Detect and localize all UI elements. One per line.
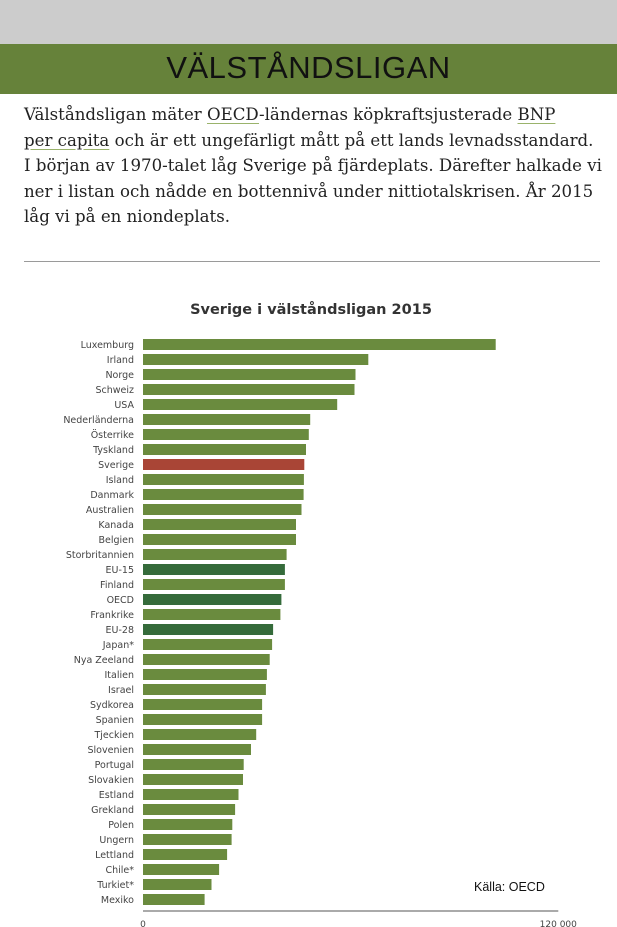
bar-estland — [143, 789, 239, 800]
category-label: Grekland — [91, 805, 134, 816]
top-gray-bar — [0, 0, 617, 44]
bar-danmark — [143, 489, 304, 500]
bar-tyskland — [143, 444, 306, 455]
category-label: Portugal — [95, 760, 134, 771]
bar-irland — [143, 354, 369, 365]
page-title: VÄLSTÅNDSLIGAN — [0, 44, 617, 94]
category-label: Norge — [105, 370, 134, 381]
category-label: Island — [106, 475, 134, 486]
bar-oecd — [143, 594, 282, 605]
divider — [24, 261, 600, 262]
bar-group: Luxemburg Irland Norge Schweiz USA Nederlände… — [63, 339, 496, 906]
category-label: Chile* — [105, 865, 134, 876]
bar-sydkorea — [143, 699, 263, 710]
bnp-link[interactable]: BNP — [517, 105, 556, 124]
category-label: Belgien — [98, 535, 134, 546]
category-label: Sydkorea — [90, 700, 134, 711]
source-note: Källa: OECD — [474, 880, 545, 894]
category-label: Mexiko — [101, 895, 134, 906]
bar-nederländerna — [143, 414, 311, 425]
bar-australien — [143, 504, 302, 515]
intro-text: Välståndsligan mäter OECD-ländernas köpk… — [24, 102, 602, 230]
oecd-link[interactable]: OECD — [206, 105, 260, 124]
intro-text-part: Välståndsligan mäter — [24, 105, 207, 124]
category-label: Danmark — [90, 490, 134, 501]
bar-storbritannien — [143, 549, 287, 560]
category-label: Turkiet* — [96, 880, 134, 891]
category-label: Australien — [86, 505, 134, 516]
category-label: Estland — [99, 790, 134, 801]
bar-portugal — [143, 759, 244, 770]
x-axis-ticks: 0 120 000 — [140, 920, 577, 927]
per-capita-link[interactable]: per capita — [24, 130, 110, 150]
category-label: EU-28 — [106, 625, 134, 636]
bar-luxemburg — [143, 339, 496, 350]
category-label: Frankrike — [90, 610, 134, 621]
bar-usa — [143, 399, 338, 410]
bar-turkiet- — [143, 879, 212, 890]
bar-spanien — [143, 714, 263, 725]
bar-israel — [143, 684, 266, 695]
category-label: Polen — [108, 820, 134, 831]
bar-polen — [143, 819, 233, 830]
category-label: Storbritannien — [66, 550, 134, 561]
chart-title: Sverige i välståndsligan 2015 — [190, 301, 432, 318]
category-label: Tyskland — [92, 445, 134, 456]
x-tick-label: 0 — [140, 920, 146, 927]
bar-island — [143, 474, 304, 485]
intro-text-part: -ländernas köpkraftsjusterade — [259, 105, 518, 124]
bar-schweiz — [143, 384, 355, 395]
x-tick-label: 120 000 — [540, 920, 577, 927]
bar-finland — [143, 579, 285, 590]
bar-slovenien — [143, 744, 251, 755]
category-label: Nederländerna — [63, 415, 134, 426]
category-label: Ungern — [99, 835, 134, 846]
bar-mexiko — [143, 894, 205, 905]
bar-tjeckien — [143, 729, 257, 740]
category-label: Österrike — [91, 430, 134, 441]
category-label: Nya Zeeland — [74, 655, 134, 666]
bar-belgien — [143, 534, 296, 545]
category-label: Sverige — [98, 460, 134, 471]
category-label: USA — [114, 400, 134, 411]
bar-japan- — [143, 639, 273, 650]
bar-kanada — [143, 519, 296, 530]
category-label: Slovakien — [88, 775, 134, 786]
intro-text-part: och är ett ungefärligt mått på ett lands… — [109, 130, 594, 150]
bar-sverige — [143, 459, 305, 470]
bar-chile- — [143, 864, 220, 875]
category-label: OECD — [107, 595, 134, 606]
bar-frankrike — [143, 609, 281, 620]
category-label: Japan* — [102, 640, 134, 651]
bar-eu-15 — [143, 564, 285, 575]
category-label: Spanien — [96, 715, 134, 726]
category-label: Schweiz — [95, 385, 134, 396]
category-label: Finland — [100, 580, 134, 591]
bar-lettland — [143, 849, 228, 860]
category-label: Tjeckien — [93, 730, 134, 741]
bar-österrike — [143, 429, 309, 440]
category-label: Lettland — [95, 850, 134, 861]
bar-norge — [143, 369, 356, 380]
bar-slovakien — [143, 774, 243, 785]
intro-text-part: I början av 1970-talet låg Sverige på fj… — [24, 156, 602, 227]
bar-eu-28 — [143, 624, 274, 635]
bar-grekland — [143, 804, 236, 815]
bar-chart: Sverige i välståndsligan 2015 Luxemburg I… — [63, 301, 577, 927]
category-label: Slovenien — [88, 745, 134, 756]
category-label: EU-15 — [106, 565, 134, 576]
bar-italien — [143, 669, 267, 680]
bar-ungern — [143, 834, 232, 845]
category-label: Luxemburg — [81, 340, 134, 351]
category-label: Israel — [108, 685, 134, 696]
category-label: Irland — [107, 355, 134, 366]
category-label: Italien — [105, 670, 135, 681]
category-label: Kanada — [98, 520, 134, 531]
bar-nya-zeeland — [143, 654, 270, 665]
